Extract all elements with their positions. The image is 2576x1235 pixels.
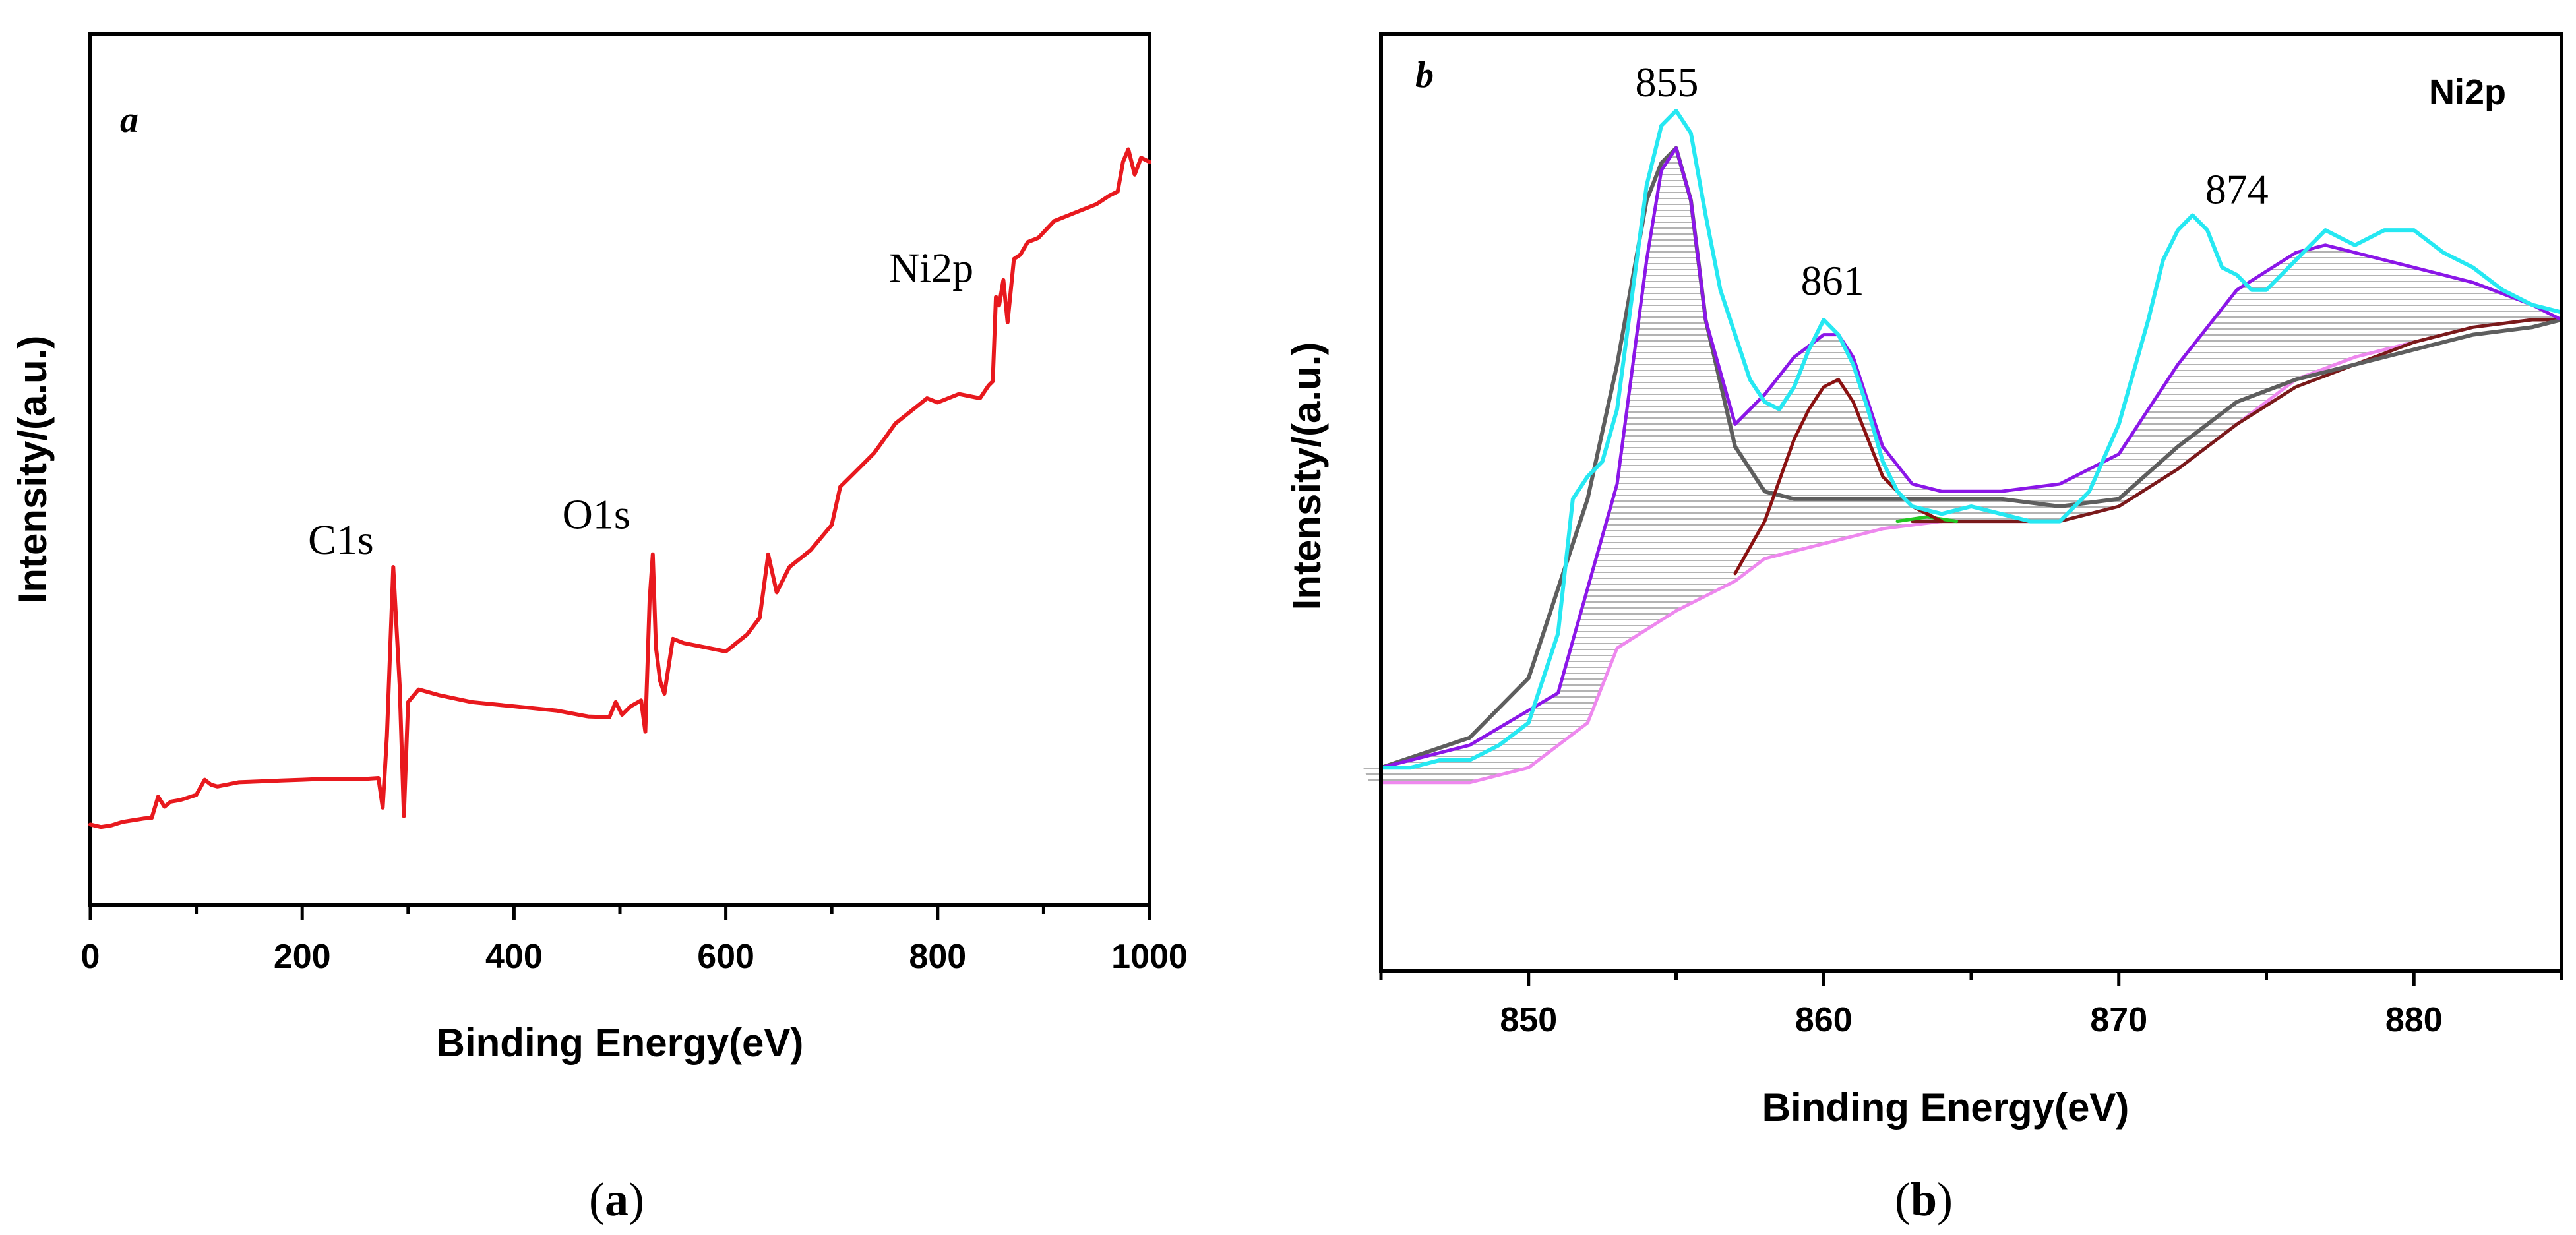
- panel-a-x-tick-label-1000: 1000: [1111, 938, 1188, 976]
- panel-b-series-peak-861: [1733, 378, 1944, 576]
- panel-b-x-tick-label-860: 860: [1795, 1001, 1853, 1039]
- panel-a-x-tick-label-200: 200: [274, 938, 331, 976]
- panel-a-annotation-c1s: C1s: [308, 516, 374, 563]
- panel-a-annotation-ni2p: Ni2p: [889, 245, 973, 291]
- panel-b-annotation-861: 861: [1801, 257, 1864, 304]
- panel-a-x-tick-labels: 0 200 400 600 800 1000: [81, 938, 1188, 976]
- panel-a-caption-letter: a: [605, 1173, 629, 1226]
- panel-b-x-tick-label-880: 880: [2385, 1001, 2443, 1039]
- panel-b-annotation-874: 874: [2205, 166, 2269, 212]
- panel-b-chart: 850 860 870 880 855 861 874 b Ni2p Binding En…: [1285, 32, 2567, 1226]
- panel-a-x-tick-label-400: 400: [485, 938, 543, 976]
- panel-b-series-envelope: [1379, 146, 2563, 769]
- panel-b-fitted-area-hatch: [1363, 148, 2567, 783]
- panel-a-plot-frame: [88, 32, 1151, 907]
- panel-a-annotation-o1s: O1s: [563, 491, 630, 538]
- panel-a-annotations: C1s O1s Ni2p: [308, 245, 973, 563]
- panel-b-series-shoulder: [1895, 515, 1959, 524]
- panel-a-caption: (a): [589, 1173, 644, 1226]
- panel-b-annotation-855: 855: [1636, 59, 1699, 105]
- panel-a-x-ticks: [88, 905, 1151, 920]
- panel-a-x-tick-label-0: 0: [81, 938, 100, 976]
- panel-b-caption: (b): [1895, 1173, 1953, 1226]
- panel-b-caption-letter: b: [1911, 1173, 1937, 1226]
- panel-a-x-axis-label: Binding Energy(eV): [437, 1021, 804, 1065]
- panel-b-x-tick-label-870: 870: [2090, 1001, 2147, 1039]
- panel-b-x-tick-labels: 850 860 870 880: [1500, 1001, 2442, 1039]
- panel-b-letter: b: [1415, 55, 1434, 96]
- panel-b-x-axis-label: Binding Energy(eV): [1762, 1085, 2130, 1130]
- panel-a-x-tick-label-600: 600: [697, 938, 754, 976]
- panel-b-series-measured: [1379, 109, 2563, 770]
- panel-a-x-tick-label-800: 800: [909, 938, 966, 976]
- panel-b-series-baseline-shadow: [1911, 318, 2563, 524]
- panel-b-y-axis-label: Intensity/(a.u.): [1285, 342, 1329, 611]
- panel-b-x-ticks: [1379, 971, 2563, 986]
- panel-a-series-survey: [88, 147, 1151, 829]
- panel-b-tag: Ni2p: [2429, 73, 2506, 112]
- panel-b-series-group: [1379, 109, 2563, 785]
- panel-a-chart: 0 200 400 600 800 1000 C1s O1s Ni2p a Binding E…: [11, 32, 1188, 1226]
- panel-b-series-peak-855: [1379, 146, 2563, 770]
- panel-b-x-tick-label-850: 850: [1500, 1001, 1557, 1039]
- panel-b-annotations: 855 861 874: [1636, 59, 2269, 304]
- panel-a-y-axis-label: Intensity/(a.u.): [11, 336, 55, 604]
- panel-b-hatched-area: [1363, 148, 2567, 783]
- panel-a-series-group: [88, 147, 1151, 829]
- panel-a-letter: a: [120, 100, 138, 140]
